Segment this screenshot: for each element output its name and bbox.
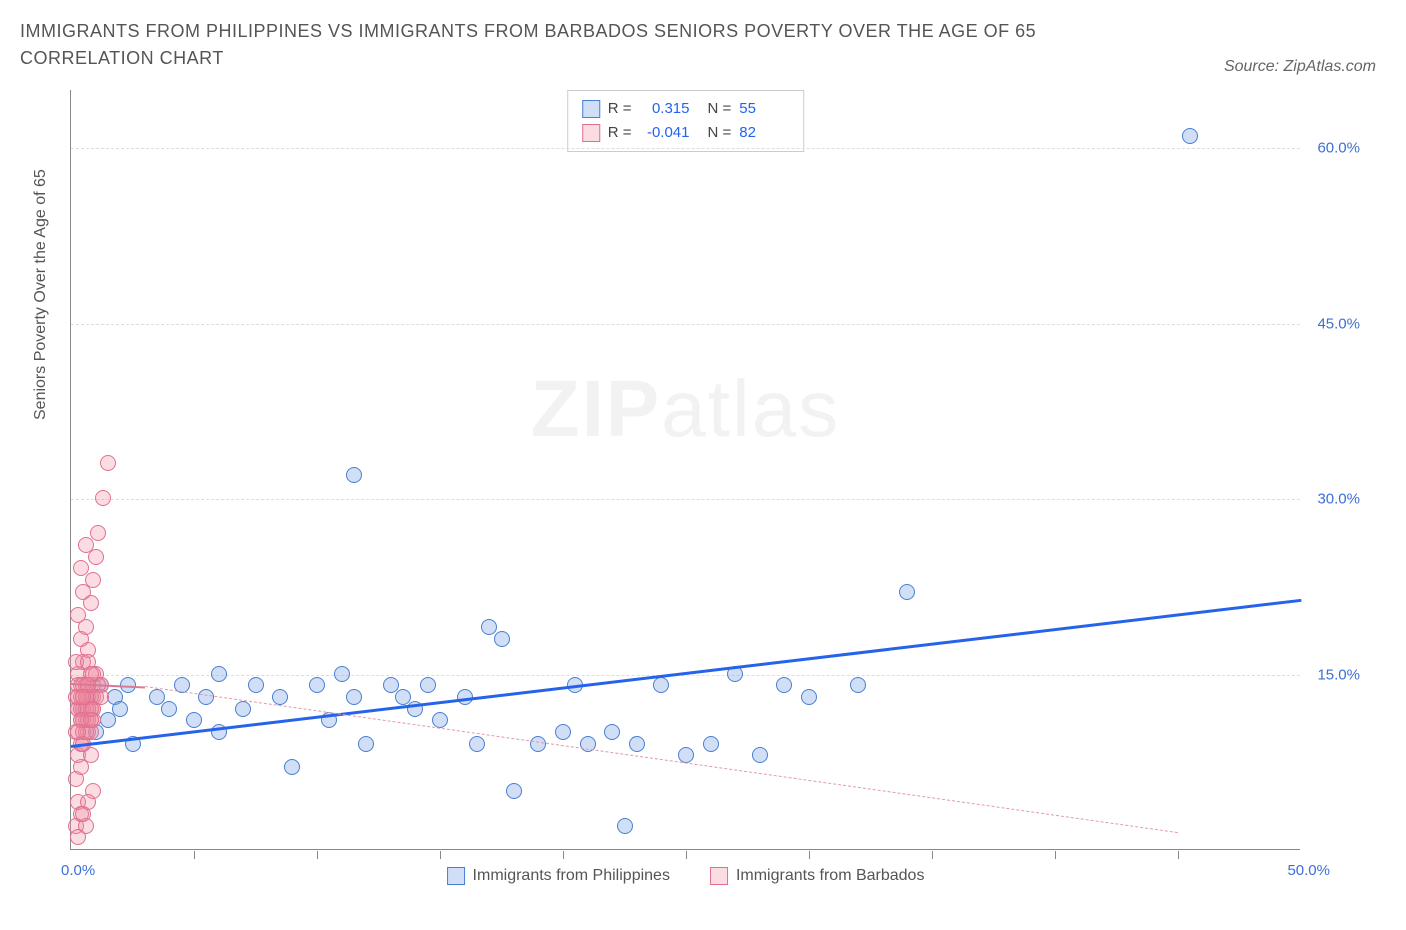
y-axis-label: Seniors Poverty Over the Age of 65 (32, 169, 50, 420)
r-philippines: 0.315 (640, 97, 690, 121)
data-point (70, 724, 86, 740)
data-point (506, 783, 522, 799)
y-tick-label: 45.0% (1317, 315, 1360, 332)
x-tick (194, 851, 195, 859)
data-point (629, 736, 645, 752)
data-point (100, 455, 116, 471)
x-tick (809, 851, 810, 859)
data-point (850, 677, 866, 693)
data-point (494, 631, 510, 647)
data-point (235, 701, 251, 717)
data-point (83, 712, 99, 728)
swatch-philippines-icon (447, 867, 465, 885)
x-tick (1055, 851, 1056, 859)
legend-bottom: Immigrants from Philippines Immigrants f… (447, 867, 925, 885)
chart-title: IMMIGRANTS FROM PHILIPPINES VS IMMIGRANT… (20, 18, 1120, 72)
swatch-barbados-icon (710, 867, 728, 885)
data-point (211, 666, 227, 682)
chart-area: Seniors Poverty Over the Age of 65 ZIPat… (40, 90, 1360, 870)
x-tick (440, 851, 441, 859)
data-point (100, 712, 116, 728)
data-point (90, 525, 106, 541)
data-point (75, 689, 91, 705)
legend-stats: R = 0.315 N = 55 R = -0.041 N = 82 (567, 90, 805, 152)
x-axis-max-label: 50.0% (1287, 862, 1330, 879)
data-point (801, 689, 817, 705)
data-point (653, 677, 669, 693)
data-point (198, 689, 214, 705)
gridline (71, 324, 1300, 325)
data-point (346, 467, 362, 483)
source-label: Source: ZipAtlas.com (1224, 58, 1376, 76)
legend-label-philippines: Immigrants from Philippines (473, 867, 670, 885)
data-point (604, 724, 620, 740)
data-point (555, 724, 571, 740)
data-point (358, 736, 374, 752)
data-point (617, 818, 633, 834)
data-point (248, 677, 264, 693)
data-point (899, 584, 915, 600)
r-barbados: -0.041 (640, 121, 690, 145)
n-philippines: 55 (739, 97, 789, 121)
data-point (752, 747, 768, 763)
gridline (71, 499, 1300, 500)
data-point (70, 829, 86, 845)
data-point (75, 806, 91, 822)
data-point (70, 607, 86, 623)
data-point (469, 736, 485, 752)
watermark: ZIPatlas (531, 363, 840, 455)
y-tick-label: 30.0% (1317, 491, 1360, 508)
x-tick (686, 851, 687, 859)
data-point (703, 736, 719, 752)
data-point (161, 701, 177, 717)
y-tick-label: 60.0% (1317, 140, 1360, 157)
data-point (272, 689, 288, 705)
data-point (78, 537, 94, 553)
data-point (112, 701, 128, 717)
data-point (420, 677, 436, 693)
n-barbados: 82 (739, 121, 789, 145)
data-point (1182, 128, 1198, 144)
plot-region: ZIPatlas R = 0.315 N = 55 R = -0.041 N =… (70, 90, 1300, 850)
data-point (334, 666, 350, 682)
x-tick (317, 851, 318, 859)
data-point (309, 677, 325, 693)
data-point (73, 560, 89, 576)
data-point (530, 736, 546, 752)
data-point (186, 712, 202, 728)
trendline (71, 599, 1301, 748)
data-point (776, 677, 792, 693)
data-point (95, 490, 111, 506)
swatch-barbados-icon (582, 124, 600, 142)
data-point (284, 759, 300, 775)
swatch-philippines-icon (582, 100, 600, 118)
data-point (85, 572, 101, 588)
x-axis-min-label: 0.0% (61, 862, 95, 879)
x-tick (1178, 851, 1179, 859)
x-tick (563, 851, 564, 859)
data-point (346, 689, 362, 705)
legend-label-barbados: Immigrants from Barbados (736, 867, 925, 885)
gridline (71, 148, 1300, 149)
data-point (93, 689, 109, 705)
trendline (145, 686, 1178, 833)
y-tick-label: 15.0% (1317, 666, 1360, 683)
x-tick (932, 851, 933, 859)
